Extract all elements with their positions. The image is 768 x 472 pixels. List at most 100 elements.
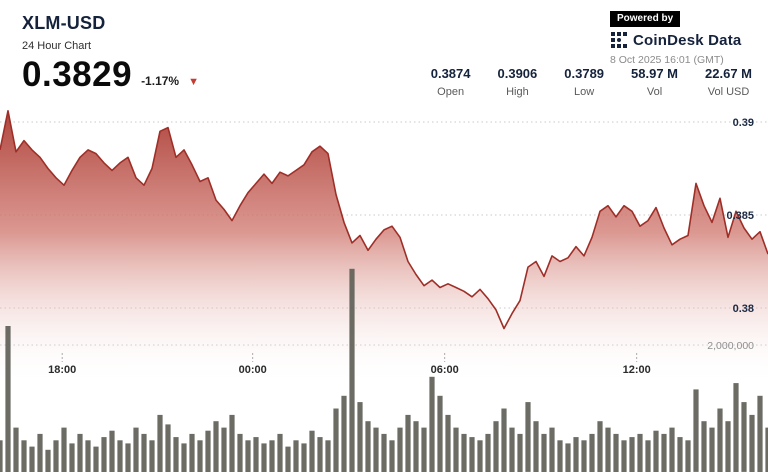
volume-bar [693, 389, 699, 472]
volume-bar [397, 427, 403, 472]
volume-bar [413, 421, 419, 472]
volume-bar [29, 446, 35, 472]
volume-bar [637, 433, 643, 472]
price-down-triangle-icon: ▼ [188, 76, 199, 88]
volume-bar [581, 440, 587, 472]
volume-bar [629, 437, 635, 472]
price-change-percent: -1.17% [141, 74, 180, 88]
volume-bar [133, 427, 139, 472]
volume-bar [485, 433, 491, 472]
volume-bar [165, 424, 171, 472]
volume-bar [541, 433, 547, 472]
volume-bar [461, 433, 467, 472]
chart-subtitle: 24 Hour Chart [22, 40, 92, 52]
volume-bar [317, 437, 323, 472]
volume-bar [557, 440, 563, 472]
x-axis-label: 00:00 [239, 364, 267, 376]
stat-low-value: 0.3789 [564, 66, 605, 81]
stat-volume-usd-value: 22.67 M [705, 66, 752, 81]
volume-bar [221, 427, 227, 472]
volume-bar [173, 437, 179, 472]
volume-bar [61, 427, 67, 472]
volume-bar [373, 427, 379, 472]
volume-bar [733, 383, 739, 472]
volume-bar [229, 414, 235, 472]
stat-open-label: Open [437, 86, 465, 98]
y-axis-price-tick-label: 0.39 [733, 117, 754, 129]
volume-bar [21, 440, 27, 472]
x-axis-label: 06:00 [431, 364, 459, 376]
volume-bar [109, 430, 115, 472]
stat-low: 0.3789 Low [564, 66, 604, 98]
powered-by-badge: Powered by [610, 11, 681, 27]
stat-high-label: High [506, 86, 529, 98]
volume-bar [717, 408, 723, 472]
volume-bar [245, 440, 251, 472]
volume-bar [421, 427, 427, 472]
volume-bar [237, 433, 243, 472]
stat-high: 0.3906 High [498, 66, 538, 98]
volume-bar [389, 440, 395, 472]
volume-bar [93, 446, 99, 472]
volume-bar [493, 421, 499, 472]
volume-bar [285, 446, 291, 472]
instrument-symbol: XLM-USD [22, 13, 106, 33]
volume-bar [709, 427, 715, 472]
volume-bar [469, 437, 475, 472]
y-axis-price-tick-label: 0.38 [733, 303, 754, 315]
stat-open: 0.3874 Open [431, 66, 471, 98]
volume-bar [333, 408, 339, 472]
volume-bar [653, 430, 659, 472]
brand-name: CoinDesk Data [633, 31, 742, 49]
stat-volume-value: 58.97 M [631, 66, 679, 81]
volume-bar [197, 440, 203, 472]
volume-bar [149, 440, 155, 472]
volume-bar [5, 326, 11, 472]
volume-bar [437, 395, 443, 472]
volume-bar [701, 421, 707, 472]
volume-bar [293, 440, 299, 472]
volume-bar [141, 433, 147, 472]
volume-bar [749, 414, 755, 472]
y-axis-volume-tick-label: 2,000,000 [707, 340, 754, 352]
stat-volume: 58.97 M Vol [631, 66, 678, 98]
current-price-block: 0.3829 -1.17% ▼ [22, 57, 199, 92]
coindesk-data-link[interactable]: CoinDesk Data [610, 31, 752, 49]
volume-bar [429, 376, 435, 472]
volume-bar [181, 443, 187, 472]
volume-bar [253, 437, 259, 472]
stat-volume-usd: 22.67 M Vol USD [705, 66, 752, 98]
volume-bar [277, 433, 283, 472]
volume-bar [613, 433, 619, 472]
volume-bar [725, 421, 731, 472]
volume-bar [605, 427, 611, 472]
volume-bar [525, 402, 531, 472]
volume-bar [53, 440, 59, 472]
volume-bar [453, 427, 459, 472]
volume-bar [533, 421, 539, 472]
volume-bar [677, 437, 683, 472]
volume-bar [597, 421, 603, 472]
volume-bar [381, 433, 387, 472]
y-axis-price-tick-label: 0.385 [726, 210, 754, 222]
volume-bar [125, 443, 131, 472]
stat-low-label: Low [574, 86, 595, 98]
volume-bar [45, 449, 51, 472]
volume-bars [0, 268, 768, 472]
x-axis-label: 12:00 [623, 364, 651, 376]
volume-bar [325, 440, 331, 472]
volume-bar [205, 430, 211, 472]
coindesk-logo-icon [611, 32, 627, 48]
x-axis-label: 18:00 [48, 364, 76, 376]
ohlc-stats-row: 0.3874 Open 0.3906 High 0.3789 Low 58.97… [431, 66, 752, 98]
price-area-series [0, 110, 768, 472]
volume-bar [765, 427, 768, 472]
volume-bar [349, 268, 355, 472]
volume-bar [669, 427, 675, 472]
volume-bar [341, 395, 347, 472]
volume-bar [101, 437, 107, 472]
volume-bar [405, 414, 411, 472]
volume-bar [757, 395, 763, 472]
